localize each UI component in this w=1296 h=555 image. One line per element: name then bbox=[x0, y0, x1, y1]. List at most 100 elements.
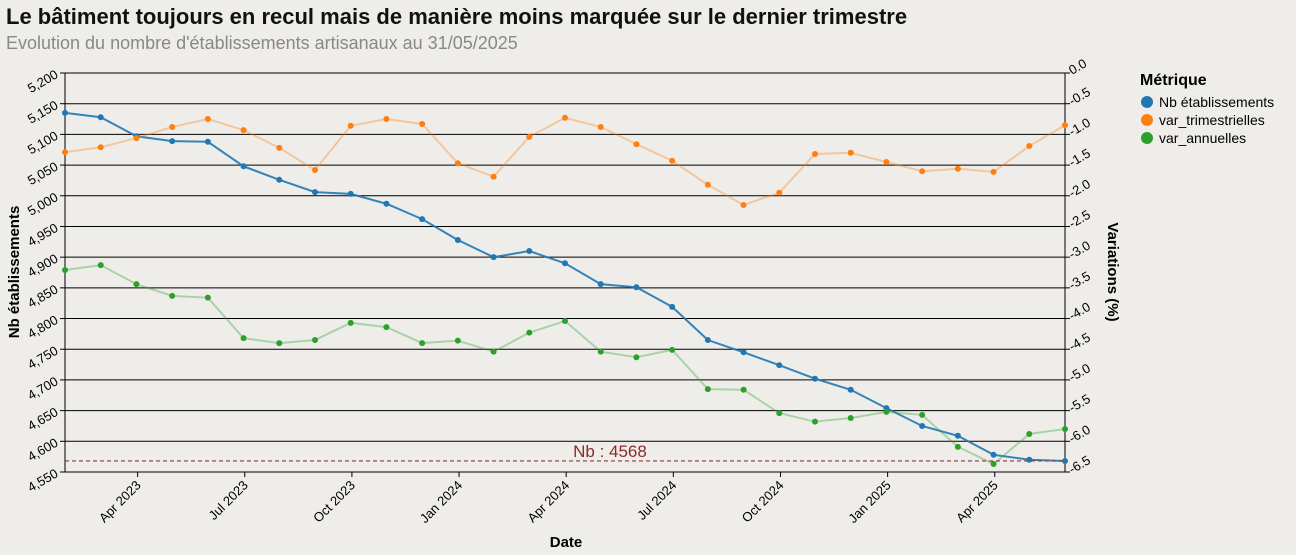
legend-swatch bbox=[1141, 96, 1153, 108]
point bbox=[133, 281, 140, 288]
point bbox=[526, 329, 533, 336]
point bbox=[597, 124, 604, 131]
x-tick-label: Oct 2023 bbox=[310, 478, 358, 526]
point bbox=[276, 340, 283, 347]
y-tick-label: 4,750 bbox=[25, 343, 61, 372]
point bbox=[62, 109, 68, 116]
point bbox=[740, 201, 747, 208]
legend-swatch bbox=[1141, 132, 1153, 144]
point bbox=[704, 181, 711, 188]
point bbox=[883, 159, 890, 166]
point bbox=[669, 346, 676, 353]
point bbox=[812, 151, 818, 158]
point bbox=[454, 236, 461, 243]
y2-tick-label: 0.0 bbox=[1066, 56, 1089, 78]
point bbox=[383, 116, 390, 123]
point bbox=[776, 189, 783, 196]
y-axis-title: Nb établissements bbox=[6, 206, 23, 339]
chart-title: Le bâtiment toujours en recul mais de ma… bbox=[6, 4, 907, 29]
point bbox=[62, 149, 68, 156]
x-tick-label: Apr 2023 bbox=[96, 478, 144, 526]
point bbox=[312, 189, 318, 196]
point bbox=[562, 114, 568, 121]
x-axis-title: Date bbox=[550, 534, 583, 551]
y2-tick-label: -6.5 bbox=[1066, 452, 1093, 476]
point bbox=[990, 451, 997, 458]
y2-tick-label: -3.5 bbox=[1066, 268, 1093, 292]
point bbox=[347, 190, 354, 197]
y-tick-label: 5,000 bbox=[25, 189, 61, 218]
annotation: Nb : 4568 bbox=[573, 442, 647, 461]
point bbox=[847, 149, 854, 156]
legend-title: Métrique bbox=[1140, 72, 1207, 89]
point bbox=[597, 348, 604, 355]
point bbox=[919, 411, 926, 418]
point bbox=[562, 260, 568, 267]
y-tick-label: 4,800 bbox=[25, 312, 61, 341]
y-tick-label: 4,850 bbox=[25, 281, 61, 310]
y2-tick-label: -2.0 bbox=[1066, 176, 1093, 200]
x-tick-label: Apr 2025 bbox=[953, 478, 1001, 526]
chart-subtitle: Evolution du nombre d'établissements art… bbox=[6, 33, 518, 53]
y2-axis-title: Variations (%) bbox=[1104, 222, 1121, 321]
point bbox=[954, 165, 961, 172]
point bbox=[454, 160, 461, 167]
y2-tick-label: -4.0 bbox=[1066, 299, 1093, 323]
point bbox=[383, 324, 390, 331]
point bbox=[812, 418, 818, 425]
point bbox=[312, 166, 318, 173]
point bbox=[669, 157, 676, 164]
y2-tick-label: -5.5 bbox=[1066, 391, 1093, 415]
point bbox=[740, 386, 747, 393]
x-tick-label: Jul 2023 bbox=[206, 478, 251, 523]
point bbox=[240, 335, 247, 342]
y-tick-label: 4,700 bbox=[25, 374, 61, 403]
point bbox=[1062, 457, 1068, 464]
point bbox=[240, 127, 247, 134]
y2-tick-label: -2.5 bbox=[1066, 207, 1093, 231]
point bbox=[133, 135, 140, 142]
point bbox=[276, 144, 283, 151]
point bbox=[383, 200, 390, 207]
point bbox=[776, 362, 783, 369]
x-tick-label: Jan 2025 bbox=[845, 478, 893, 526]
point bbox=[347, 319, 354, 326]
point bbox=[490, 254, 497, 261]
series-line bbox=[64, 116, 1066, 207]
point bbox=[883, 408, 890, 415]
legend-label: var_annuelles bbox=[1159, 130, 1246, 146]
point bbox=[776, 410, 783, 417]
point bbox=[562, 317, 568, 324]
point bbox=[1062, 426, 1068, 433]
point bbox=[347, 122, 354, 129]
point bbox=[704, 337, 711, 344]
point bbox=[419, 120, 426, 127]
legend-label: var_trimestrielles bbox=[1159, 112, 1265, 128]
point bbox=[240, 163, 247, 170]
point bbox=[204, 294, 211, 301]
y-tick-label: 4,600 bbox=[25, 435, 61, 464]
y-tick-label: 4,550 bbox=[25, 466, 61, 495]
point bbox=[419, 340, 426, 347]
y2-tick-label: -4.5 bbox=[1066, 330, 1093, 354]
point bbox=[454, 337, 461, 344]
y2-tick-label: -5.0 bbox=[1066, 360, 1093, 384]
y-tick-label: 5,150 bbox=[25, 97, 61, 126]
point bbox=[704, 386, 711, 393]
point bbox=[954, 432, 961, 439]
point bbox=[97, 262, 104, 269]
y2-tick-label: -1.5 bbox=[1066, 145, 1093, 169]
point bbox=[526, 248, 533, 255]
point bbox=[633, 354, 640, 361]
series-line bbox=[64, 264, 1066, 466]
y2-tick-label: -1.0 bbox=[1066, 115, 1093, 139]
y-tick-label: 4,950 bbox=[25, 220, 61, 249]
point bbox=[97, 144, 104, 151]
point bbox=[204, 138, 211, 145]
y-tick-label: 5,200 bbox=[25, 67, 61, 96]
point bbox=[919, 168, 926, 175]
legend-swatch bbox=[1141, 114, 1153, 126]
point bbox=[97, 114, 104, 121]
point bbox=[169, 124, 176, 131]
